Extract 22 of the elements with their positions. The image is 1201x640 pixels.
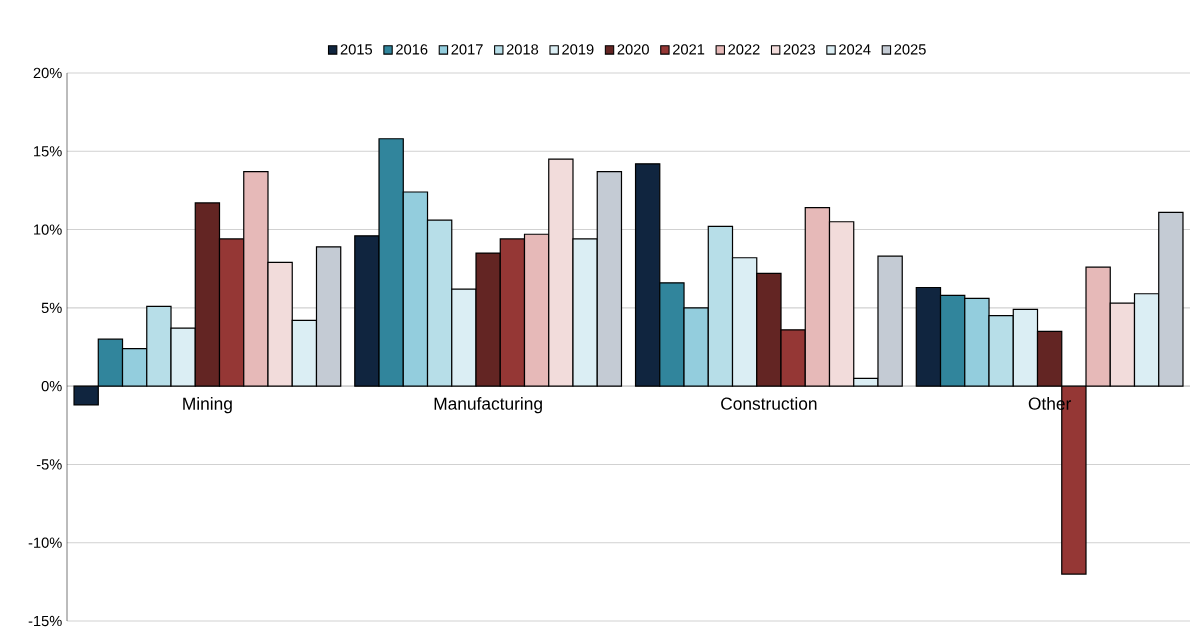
x-tick-label: Mining <box>183 397 232 414</box>
y-tick-label: -10% <box>28 537 62 548</box>
x-tick-label: Manufacturing <box>434 397 542 414</box>
legend-label: 2018 <box>506 44 539 55</box>
y-tick-label: 20% <box>33 67 62 79</box>
x-tick-label: Construction <box>721 397 817 410</box>
legend-label: 2017 <box>451 44 483 55</box>
legend-label: 2020 <box>617 44 649 55</box>
y-tick-label: 5% <box>41 302 62 314</box>
legend-label: 2021 <box>673 44 705 55</box>
y-tick-label: 15% <box>34 146 62 157</box>
legend-label: 2022 <box>728 44 760 55</box>
legend-label: 2019 <box>562 44 594 55</box>
y-tick-label: -5% <box>36 459 62 470</box>
legend-label: 2024 <box>839 44 871 55</box>
legend-label: 2025 <box>894 44 926 55</box>
legend-label: 2015 <box>340 44 373 55</box>
y-tick-label: 0% <box>41 380 62 392</box>
y-tick-label: -15% <box>28 615 62 627</box>
legend-label: 2023 <box>783 44 815 55</box>
y-tick-label: 10% <box>34 224 62 235</box>
legend-label: 2016 <box>396 44 428 55</box>
